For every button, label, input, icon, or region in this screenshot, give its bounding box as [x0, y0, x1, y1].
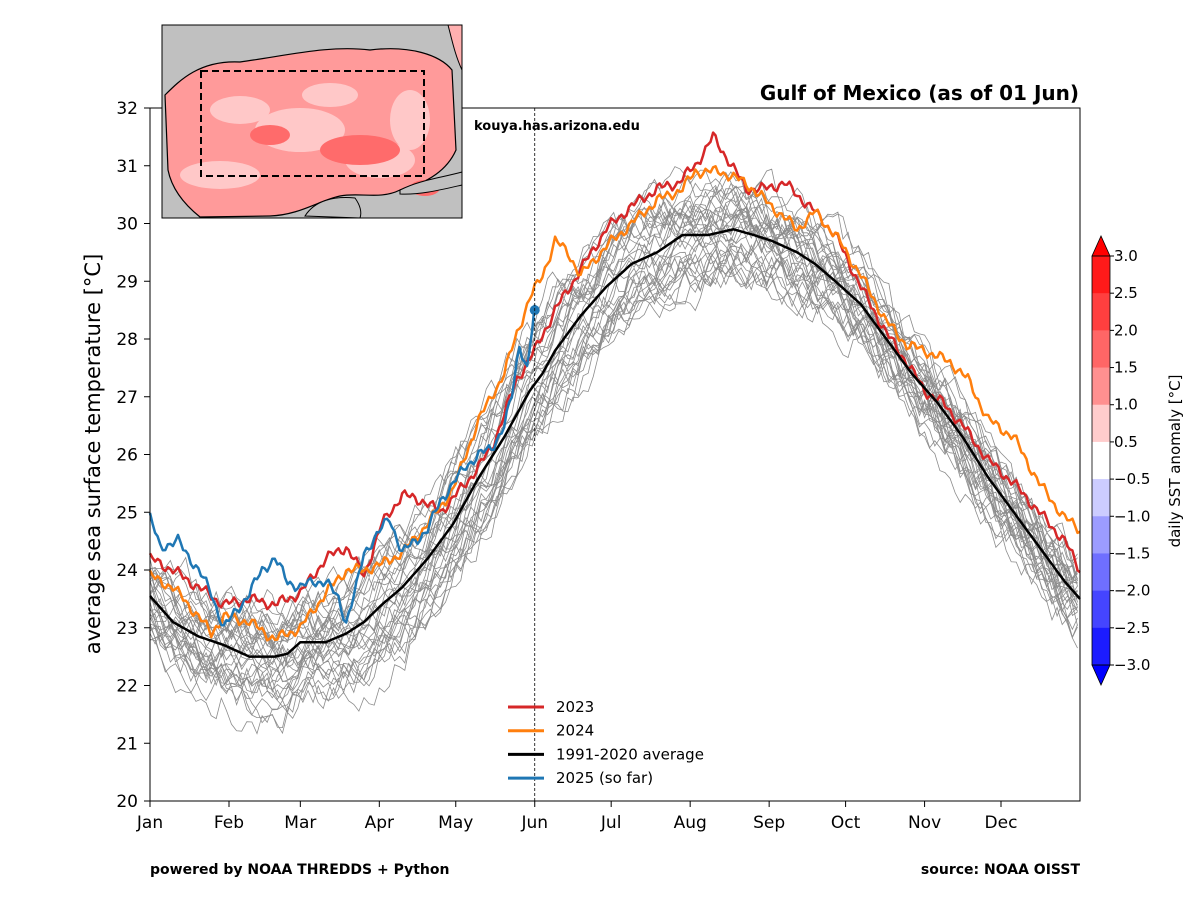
series-line-2025-so-far-	[148, 304, 536, 627]
x-tick-label: Jun	[520, 813, 548, 833]
colorbar-bin	[1092, 330, 1110, 369]
x-tick-label: Mar	[284, 813, 316, 833]
chart-title: Gulf of Mexico (as of 01 Jun)	[760, 81, 1079, 105]
inset-map-frame	[161, 24, 463, 219]
colorbar-bin	[1092, 479, 1110, 517]
y-tick-label: 22	[116, 677, 138, 697]
colorbar-extend-top	[1091, 235, 1111, 257]
footer-credit: powered by NOAA THREDDS + Python	[150, 862, 450, 878]
series-lines	[148, 131, 1081, 658]
y-tick-label: 21	[116, 734, 138, 754]
y-tick-label: 26	[116, 446, 138, 466]
footer-source: source: NOAA OISST	[920, 862, 1080, 878]
colorbar-tick-label: 2.5	[1114, 284, 1138, 302]
colorbar: 3.0 2.5 2.0 1.5 1.0 0.5 −0.5 −1.0 −1.5 −2.0 −2.5 −3…	[1091, 235, 1150, 686]
inset-map-anomaly-patch	[250, 125, 290, 145]
historical-year-line	[149, 242, 1078, 713]
historical-year-line	[149, 257, 1078, 695]
legend: 2023 2024 1991-2020 average 2025 (so far)	[508, 698, 704, 787]
inset-map-anomaly-patch	[390, 90, 430, 150]
x-tick-label: Aug	[674, 813, 707, 833]
colorbar-tick-label: −1.0	[1114, 507, 1150, 525]
historical-year-line	[149, 207, 1078, 670]
colorbar-tick-label: 0.5	[1114, 433, 1138, 451]
historical-year-line	[149, 189, 1078, 640]
y-tick-label: 32	[116, 99, 138, 119]
colorbar-bin	[1092, 590, 1110, 629]
series-line-2024	[148, 165, 1081, 642]
legend-label: 2025 (so far)	[556, 769, 653, 787]
historical-year-line	[149, 186, 1078, 655]
colorbar-tick-label: 3.0	[1114, 247, 1138, 265]
x-tick-label: Jul	[600, 813, 622, 833]
y-tick-label: 29	[116, 272, 138, 292]
colorbar-bin	[1092, 441, 1110, 480]
colorbar-tick-label: −2.5	[1114, 619, 1150, 637]
y-tick-label: 25	[116, 503, 138, 523]
watermark-text: kouya.has.arizona.edu	[474, 119, 640, 134]
colorbar-tick-label: 1.0	[1114, 396, 1138, 414]
colorbar-tick-label: −2.0	[1114, 582, 1150, 600]
y-tick-label: 24	[116, 561, 138, 581]
colorbar-tick-label: 1.5	[1114, 359, 1138, 377]
historical-year-line	[149, 178, 1078, 642]
y-tick-label: 28	[116, 330, 138, 350]
historical-year-line	[149, 252, 1078, 729]
x-tick-label: Nov	[908, 813, 941, 833]
historical-year-line	[149, 197, 1078, 647]
colorbar-frame	[1091, 255, 1111, 666]
colorbar-tick-label: −3.0	[1114, 656, 1150, 674]
x-tick-label: May	[438, 813, 473, 833]
colorbar-bin	[1092, 627, 1110, 666]
colorbar-tick-label: −1.5	[1114, 544, 1150, 562]
series-line-1991-2020-average	[149, 228, 1081, 658]
x-tick-label: Feb	[214, 813, 244, 833]
y-tick-label: 27	[116, 388, 138, 408]
colorbar-tick-label: −0.5	[1114, 470, 1150, 488]
inset-map-region-box	[200, 70, 425, 177]
historical-year-line	[149, 242, 1078, 735]
x-tick-label: Jan	[136, 813, 163, 833]
x-tick-label: Sep	[753, 813, 785, 833]
legend-label: 2023	[556, 698, 594, 716]
historical-year-line	[149, 203, 1078, 682]
colorbar-bin	[1092, 553, 1110, 592]
colorbar-bin	[1092, 293, 1110, 331]
x-tick-label: Dec	[985, 813, 1018, 833]
y-axis-label: average sea surface temperature [°C]	[81, 254, 105, 655]
legend-label: 2024	[556, 722, 594, 740]
inset-map-anomaly-patch	[320, 135, 400, 165]
historical-year-line	[149, 214, 1078, 680]
historical-years-lines	[149, 166, 1078, 735]
colorbar-bin	[1092, 256, 1110, 294]
historical-year-line	[149, 220, 1078, 671]
inset-map	[161, 24, 463, 219]
colorbar-tick-label: 2.0	[1114, 321, 1138, 339]
colorbar-bin	[1092, 404, 1110, 443]
y-tick-label: 23	[116, 619, 138, 639]
y-tick-label: 31	[116, 157, 138, 177]
x-tick-label: Apr	[365, 813, 394, 833]
y-tick-label: 30	[116, 215, 138, 235]
colorbar-extend-bottom	[1091, 664, 1111, 686]
historical-year-line	[149, 223, 1078, 688]
historical-year-line	[149, 211, 1078, 683]
y-tick-label: 20	[116, 792, 138, 812]
series-line-2023	[148, 131, 1081, 611]
axes: 20 21 22 23 24 25 26 27 28 29 30 31 32 Jan Feb Mar Apr Ma…	[116, 99, 1081, 833]
historical-year-line	[149, 245, 1078, 735]
historical-year-line	[149, 203, 1078, 655]
inset-map-anomaly-patch	[210, 96, 270, 124]
colorbar-label: daily SST anomaly [°C]	[1166, 375, 1184, 548]
colorbar-bin	[1092, 367, 1110, 406]
x-tick-label: Oct	[831, 813, 861, 833]
colorbar-bin	[1092, 516, 1110, 554]
historical-year-line	[149, 238, 1078, 699]
legend-label: 1991-2020 average	[556, 745, 704, 763]
inset-map-anomaly-patch	[302, 83, 358, 107]
inset-map-yucatan	[304, 197, 362, 219]
